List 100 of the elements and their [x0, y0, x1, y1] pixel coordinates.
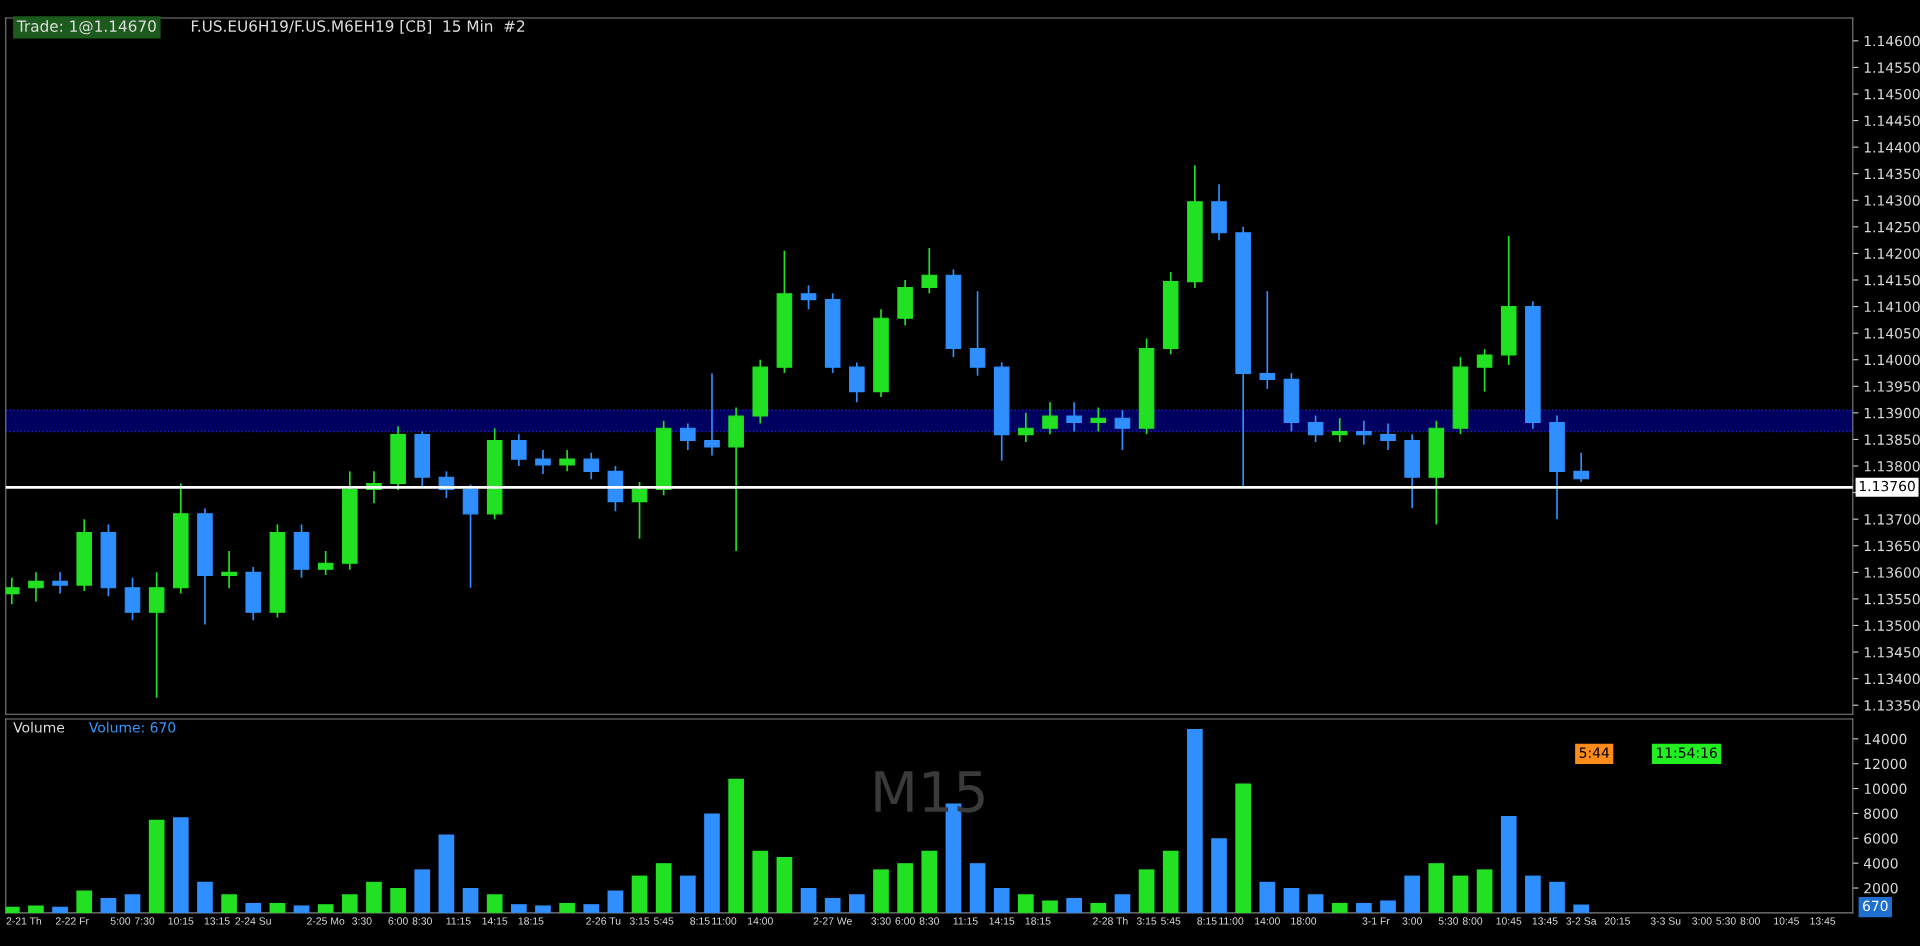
y-tick-label: 12000: [1864, 758, 1907, 770]
candlestick: [1356, 420, 1372, 446]
bar: [1500, 815, 1517, 913]
bar: [172, 817, 189, 913]
bar: [438, 834, 455, 913]
bar: [1114, 894, 1131, 913]
candlestick: [921, 247, 938, 295]
bar: [728, 778, 744, 913]
bar: [679, 875, 696, 913]
bar: [559, 902, 575, 913]
x-tick-label: 7:30: [134, 917, 155, 925]
candlestick: [511, 433, 527, 467]
candlestick: [800, 284, 817, 311]
x-tick-label: 3-2 Sa: [1566, 917, 1597, 925]
x-tick-label: 2-26 Tu: [586, 917, 621, 925]
x-tick-label: 14:00: [748, 917, 773, 925]
y-tick-label: 1.13650: [1864, 540, 1920, 552]
y-tick-label: 1.13500: [1864, 620, 1920, 631]
x-tick-label: 3-1 Fr: [1362, 917, 1390, 925]
bar: [100, 897, 117, 913]
candlestick: [1331, 417, 1348, 443]
bar: [124, 894, 141, 913]
x-tick-label: 2-22 Fr: [55, 917, 89, 925]
bar: [1404, 875, 1421, 913]
candlestick: [317, 550, 334, 576]
y-tick-label: 1.14450: [1864, 115, 1920, 127]
y-tick-label: 10000: [1864, 783, 1907, 795]
bar: [776, 856, 793, 913]
candlestick: [28, 571, 44, 603]
x-tick-label: 14:15: [482, 917, 508, 925]
bar: [897, 863, 913, 913]
y-tick-label: 6000: [1864, 833, 1898, 844]
candlestick: [1066, 401, 1082, 433]
candlestick: [969, 290, 986, 377]
x-tick-label: 11:00: [1219, 917, 1244, 925]
bar: [1259, 881, 1276, 913]
y-tick-label: 1.13700: [1864, 514, 1920, 525]
x-tick-label: 13:15: [204, 917, 230, 925]
y-tick-label: 1.14100: [1864, 301, 1920, 313]
bar: [510, 904, 527, 913]
x-tick-label: 2-28 Th: [1093, 917, 1128, 925]
y-tick-label: 1.14350: [1864, 168, 1920, 180]
y-tick-label: 1.13900: [1864, 407, 1920, 419]
y-tick-label: 1.14600: [1864, 35, 1920, 47]
bar: [969, 863, 986, 913]
candlestick: [1476, 348, 1493, 393]
bar: [221, 894, 237, 913]
candlestick: [52, 571, 68, 595]
ref-line-label: 1.13760: [1859, 480, 1915, 492]
x-tick-label: 3:30: [352, 917, 372, 925]
y-tick-label: 1.14300: [1864, 195, 1920, 206]
bar: [197, 881, 213, 913]
bar: [1573, 904, 1590, 913]
annotation: Trade: 1@1.14670: [16, 20, 156, 35]
candlestick: [1114, 409, 1131, 451]
bar: [1356, 902, 1372, 913]
candlestick: [583, 451, 600, 481]
x-tick-label: 5:45: [1161, 917, 1181, 925]
x-tick-label: 3-3 Su: [1650, 917, 1681, 925]
bar: [1042, 900, 1058, 913]
candlestick: [535, 449, 551, 475]
candlestick: [1042, 401, 1058, 435]
x-tick-label: 3:00: [1692, 917, 1712, 925]
x-tick-label: 8:30: [412, 917, 432, 925]
y-tick-label: 8000: [1864, 808, 1898, 819]
bar: [1211, 838, 1227, 913]
bar: [28, 905, 44, 913]
bar: [1187, 728, 1203, 913]
y-tick-label: 1.14000: [1864, 354, 1920, 366]
x-tick-label: 2-27 We: [813, 917, 852, 925]
candlestick: [1573, 451, 1589, 483]
y-tick-label: 4000: [1863, 858, 1898, 869]
y-tick-label: 1.13550: [1864, 593, 1920, 605]
x-tick-label: 11:15: [953, 917, 978, 925]
bar: [535, 905, 551, 913]
y-tick-label: 14000: [1864, 733, 1907, 745]
x-tick-label: 8:15: [1197, 917, 1217, 925]
bar: [414, 869, 431, 913]
bar: [1235, 783, 1251, 913]
bar: [1138, 869, 1155, 913]
candlestick: [5, 576, 20, 606]
x-tick-label: 14:00: [1255, 917, 1280, 925]
bar: [341, 894, 358, 913]
bar: [366, 881, 382, 913]
x-tick-label: 3:15: [629, 917, 650, 925]
x-tick-label: 3:15: [1136, 917, 1157, 925]
annotation: 5:44: [1579, 747, 1610, 758]
bar: [752, 850, 769, 913]
x-tick-label: 18:15: [518, 917, 544, 925]
x-tick-label: 6:00: [895, 917, 915, 925]
x-tick-label: 3:00: [1402, 917, 1422, 925]
bar: [1090, 902, 1107, 913]
x-tick-label: 18:00: [1291, 917, 1317, 925]
candlestick: [1090, 406, 1107, 433]
bar: [631, 875, 648, 913]
bar: [148, 819, 165, 913]
bar: [1331, 902, 1348, 913]
annotation: M15: [875, 771, 984, 813]
bar: [607, 890, 624, 913]
candlestick: [559, 449, 575, 473]
